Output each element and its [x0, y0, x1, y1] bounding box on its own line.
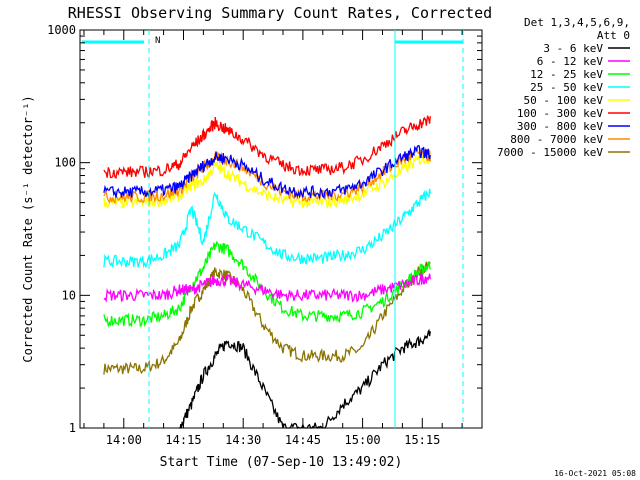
- series-line-7000-15000-kev: [103, 261, 431, 375]
- series-line-100-300-kev: [103, 115, 431, 179]
- y-tick-label: 100: [54, 156, 76, 170]
- x-tick-label: 14:45: [285, 433, 321, 447]
- legend-label: 800 - 7000 keV: [510, 133, 603, 146]
- y-tick-label: 1: [69, 421, 76, 435]
- plot-frame: [79, 29, 483, 429]
- series-lines: [103, 115, 431, 430]
- x-tick-label: 14:15: [165, 433, 201, 447]
- legend-title-line-1: Det 1,3,4,5,6,9,: [524, 16, 630, 29]
- time-markers: N: [82, 30, 464, 428]
- legend-label: 300 - 800 keV: [517, 120, 603, 133]
- footer-date: 16-Oct-2021 05:08: [554, 469, 636, 478]
- y-tick-label: 10: [62, 288, 76, 302]
- y-tick-label: 1000: [47, 23, 76, 37]
- y-axis-label: Corrected Count Rate (s⁻¹ detector⁻¹): [21, 95, 35, 362]
- chart-title: RHESSI Observing Summary Count Rates, Co…: [68, 4, 492, 22]
- legend-label: 3 - 6 keV: [543, 42, 603, 55]
- annotation-label: N: [155, 36, 160, 46]
- x-tick-label: 15:00: [345, 433, 381, 447]
- series-line-300-800-kev: [103, 145, 431, 200]
- x-axis-label: Start Time (07-Sep-10 13:49:02): [160, 455, 403, 470]
- x-tick-label: 14:00: [106, 433, 142, 447]
- series-line-3-6-kev: [179, 328, 431, 430]
- legend-label: 6 - 12 keV: [537, 55, 604, 68]
- x-axis-ticks: 14:00 14:15 14:30 14:45 15:00 15:15: [83, 30, 463, 447]
- legend-title-line-2: Att 0: [597, 29, 630, 42]
- series-line-25-50-kev: [103, 188, 431, 269]
- legend-label: 25 - 50 keV: [530, 81, 603, 94]
- y-axis-ticks: 1 10 100 1000: [47, 23, 482, 435]
- series-line-6-12-kev: [103, 273, 431, 303]
- series-line-50-100-kev: [103, 154, 431, 210]
- x-tick-label: 15:15: [404, 433, 440, 447]
- series-line-12-25-kev: [103, 240, 431, 328]
- x-tick-label: 14:30: [225, 433, 261, 447]
- legend-label: 7000 - 15000 keV: [497, 146, 603, 159]
- legend-label: 50 - 100 keV: [524, 94, 604, 107]
- legend-label: 100 - 300 keV: [517, 107, 603, 120]
- legend-label: 12 - 25 keV: [530, 68, 603, 81]
